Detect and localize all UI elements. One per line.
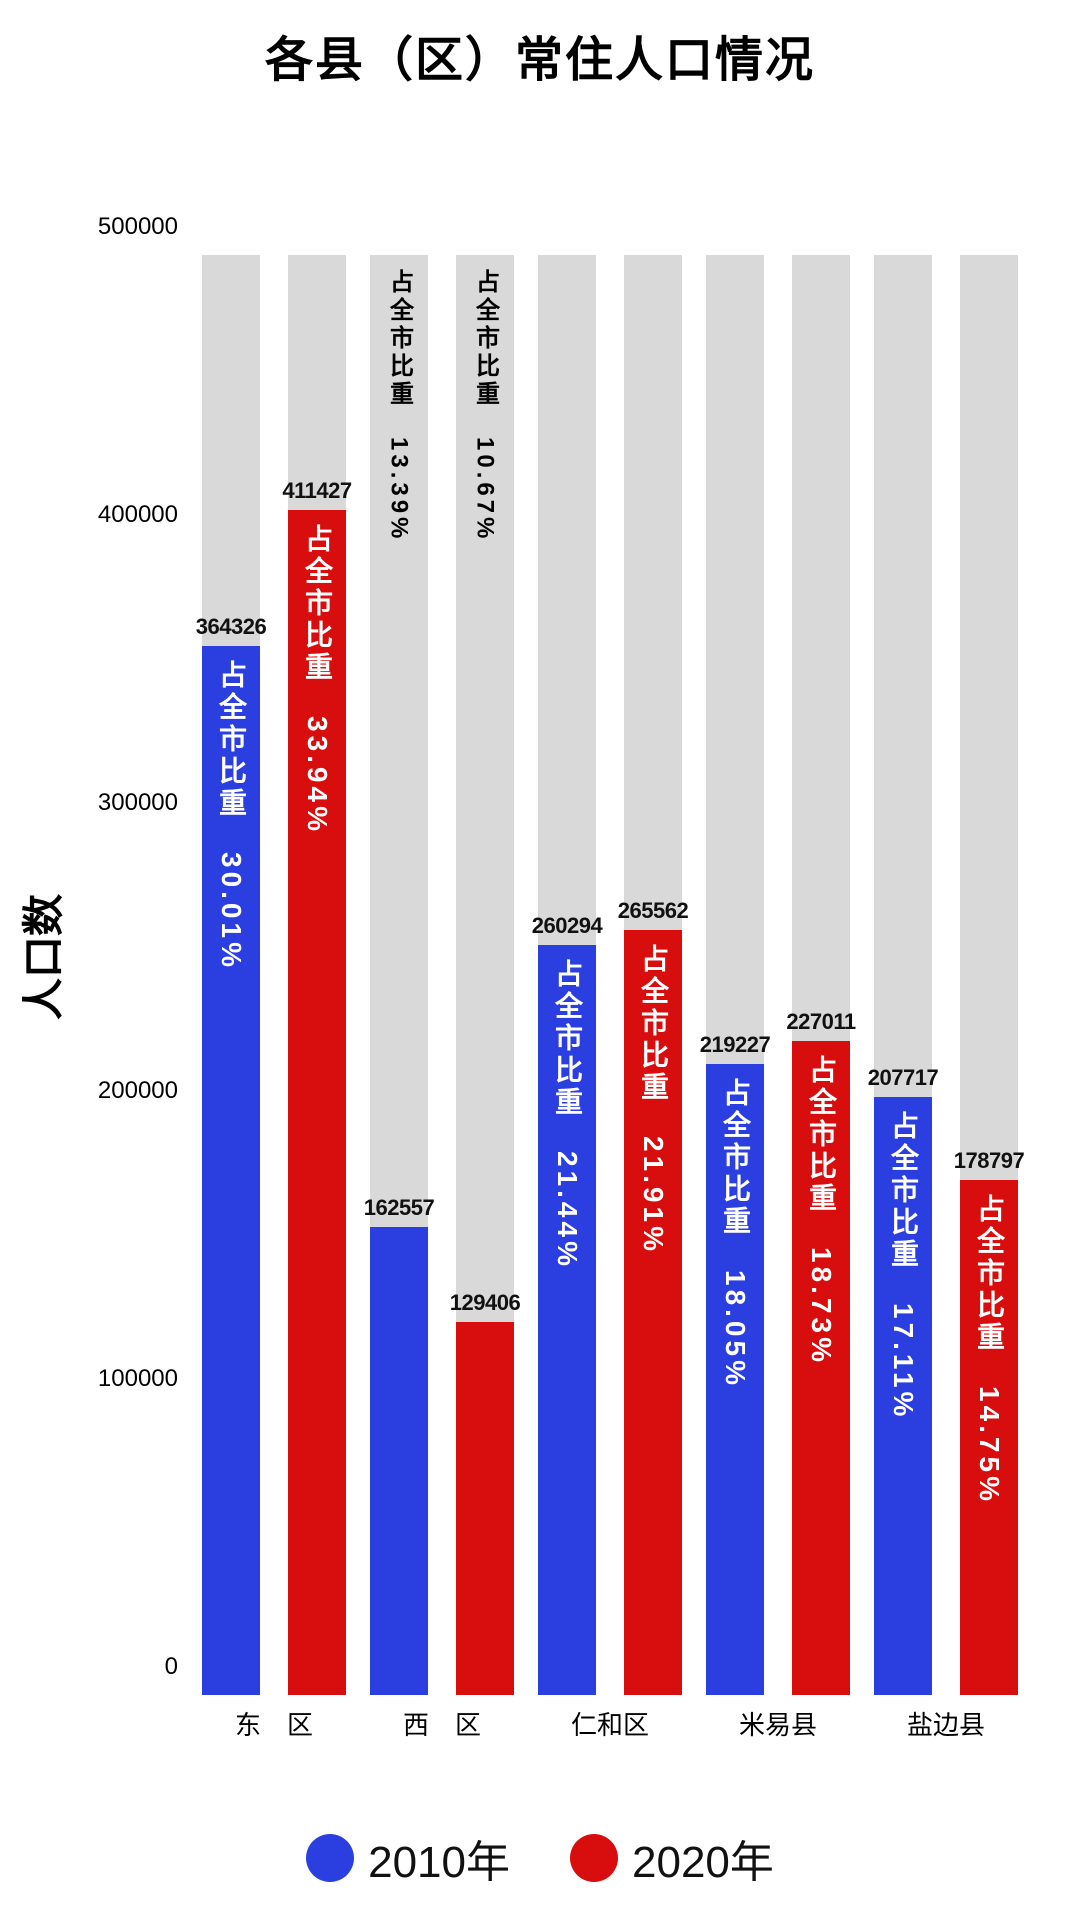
bar-value-label: 260294 xyxy=(532,913,602,939)
y-tick-label: 200000 xyxy=(98,1077,190,1105)
chart-title: 各县（区）常住人口情况 xyxy=(0,20,1080,90)
bar-inner-percent-label: 占全市比重 21.91% xyxy=(633,944,673,1255)
bar: 129406 xyxy=(456,1322,514,1695)
category-group: 东 区364326占全市比重 30.01%411427占全市比重 33.94% xyxy=(189,255,359,1695)
x-category-label: 米易县 xyxy=(693,1705,863,1742)
bar-value-label: 129406 xyxy=(450,1290,520,1316)
bar-inner-percent-label: 占全市比重 30.01% xyxy=(211,660,251,971)
legend-label: 2020年 xyxy=(632,1826,774,1890)
population-bar-chart: 各县（区）常住人口情况 人口数 010000020000030000040000… xyxy=(0,0,1080,1920)
bar-slot: 占全市比重 10.67% 129406 xyxy=(456,255,514,1695)
legend-item: 2020年 xyxy=(570,1826,774,1890)
bar-value-label: 162557 xyxy=(364,1195,434,1221)
y-tick-label: 100000 xyxy=(98,1365,190,1393)
bar-slot: 227011占全市比重 18.73% xyxy=(792,255,850,1695)
legend-swatch xyxy=(306,1834,354,1882)
bar: 265562占全市比重 21.91% xyxy=(624,930,682,1695)
category-group: 米易县219227占全市比重 18.05%227011占全市比重 18.73% xyxy=(693,255,863,1695)
legend-label: 2010年 xyxy=(368,1826,510,1890)
bar-value-label: 265562 xyxy=(618,898,688,924)
legend: 2010年 2020年 xyxy=(0,1826,1080,1890)
plot-area: 0100000200000300000400000500000东 区364326… xyxy=(190,255,1030,1695)
bar-value-label: 411427 xyxy=(282,478,351,504)
category-group: 西 区占全市比重 13.39%162557占全市比重 10.67%129406 xyxy=(357,255,527,1695)
bar-slot: 260294占全市比重 21.44% xyxy=(538,255,596,1695)
x-category-label: 盐边县 xyxy=(861,1705,1031,1742)
y-tick-label: 500000 xyxy=(98,213,190,241)
bar-slot: 178797占全市比重 14.75% xyxy=(960,255,1018,1695)
bar-inner-percent-label: 占全市比重 18.73% xyxy=(801,1055,841,1366)
y-axis-label: 人口数 xyxy=(10,894,71,1020)
bar-inner-percent-label: 占全市比重 10.67% xyxy=(468,269,503,542)
bar-value-label: 219227 xyxy=(700,1032,770,1058)
x-category-label: 西 区 xyxy=(357,1705,527,1742)
bar: 219227占全市比重 18.05% xyxy=(706,1064,764,1695)
bar-inner-percent-label: 占全市比重 33.94% xyxy=(297,524,337,835)
bar-inner-percent-label: 占全市比重 18.05% xyxy=(715,1078,755,1389)
bar-inner-percent-label: 占全市比重 17.11% xyxy=(883,1111,923,1420)
y-tick-label: 0 xyxy=(165,1653,190,1681)
bar: 411427占全市比重 33.94% xyxy=(288,510,346,1695)
bar-slot: 占全市比重 13.39% 162557 xyxy=(370,255,428,1695)
bar: 227011占全市比重 18.73% xyxy=(792,1041,850,1695)
bar: 207717占全市比重 17.11% xyxy=(874,1097,932,1695)
x-category-label: 东 区 xyxy=(189,1705,359,1742)
bar-slot: 364326占全市比重 30.01% xyxy=(202,255,260,1695)
bar-inner-percent-label: 占全市比重 13.39% xyxy=(382,269,417,542)
legend-swatch xyxy=(570,1834,618,1882)
bar-slot: 207717占全市比重 17.11% xyxy=(874,255,932,1695)
bar-value-label: 364326 xyxy=(196,614,266,640)
bar: 364326占全市比重 30.01% xyxy=(202,646,260,1695)
bar: 260294占全市比重 21.44% xyxy=(538,945,596,1695)
bar: 178797占全市比重 14.75% xyxy=(960,1180,1018,1695)
bar-slot: 219227占全市比重 18.05% xyxy=(706,255,764,1695)
bar-inner-percent-label: 占全市比重 14.75% xyxy=(969,1194,1009,1505)
bar-slot: 411427占全市比重 33.94% xyxy=(288,255,346,1695)
bar-value-label: 178797 xyxy=(954,1148,1024,1174)
y-tick-label: 300000 xyxy=(98,789,190,817)
x-category-label: 仁和区 xyxy=(525,1705,695,1742)
legend-item: 2010年 xyxy=(306,1826,510,1890)
bar-inner-percent-label: 占全市比重 21.44% xyxy=(547,959,587,1270)
bar-value-label: 207717 xyxy=(868,1065,938,1091)
bar-value-label: 227011 xyxy=(786,1009,855,1035)
y-tick-label: 400000 xyxy=(98,501,190,529)
bar-slot: 265562占全市比重 21.91% xyxy=(624,255,682,1695)
category-group: 盐边县207717占全市比重 17.11%178797占全市比重 14.75% xyxy=(861,255,1031,1695)
bar: 162557 xyxy=(370,1227,428,1695)
category-group: 仁和区260294占全市比重 21.44%265562占全市比重 21.91% xyxy=(525,255,695,1695)
